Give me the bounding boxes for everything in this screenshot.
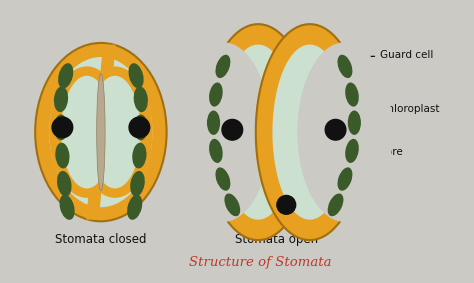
Ellipse shape bbox=[345, 139, 359, 163]
Circle shape bbox=[222, 119, 243, 140]
Polygon shape bbox=[87, 45, 115, 219]
Ellipse shape bbox=[58, 63, 73, 88]
Ellipse shape bbox=[209, 139, 223, 163]
Polygon shape bbox=[298, 43, 392, 221]
Polygon shape bbox=[273, 45, 346, 219]
Ellipse shape bbox=[54, 115, 68, 140]
Ellipse shape bbox=[127, 195, 142, 220]
Ellipse shape bbox=[209, 82, 223, 107]
Ellipse shape bbox=[89, 76, 141, 188]
Ellipse shape bbox=[328, 194, 344, 216]
Text: Pore: Pore bbox=[295, 147, 403, 157]
Ellipse shape bbox=[55, 143, 70, 168]
Polygon shape bbox=[176, 43, 270, 221]
Ellipse shape bbox=[54, 86, 68, 112]
Circle shape bbox=[277, 196, 296, 214]
Text: Structure of Stomata: Structure of Stomata bbox=[189, 256, 332, 269]
Ellipse shape bbox=[216, 167, 230, 191]
Ellipse shape bbox=[61, 76, 113, 188]
Ellipse shape bbox=[77, 67, 153, 198]
Ellipse shape bbox=[345, 82, 359, 107]
Ellipse shape bbox=[97, 74, 105, 191]
Ellipse shape bbox=[60, 195, 75, 220]
Ellipse shape bbox=[132, 143, 146, 168]
Circle shape bbox=[52, 117, 73, 138]
Polygon shape bbox=[256, 24, 364, 240]
Ellipse shape bbox=[35, 43, 166, 221]
Circle shape bbox=[129, 117, 150, 138]
Ellipse shape bbox=[337, 55, 352, 78]
Ellipse shape bbox=[216, 55, 230, 78]
Ellipse shape bbox=[49, 57, 153, 207]
Ellipse shape bbox=[57, 171, 72, 196]
Ellipse shape bbox=[134, 86, 148, 112]
Circle shape bbox=[325, 119, 346, 140]
Ellipse shape bbox=[348, 111, 361, 135]
Ellipse shape bbox=[207, 111, 220, 135]
Ellipse shape bbox=[130, 171, 145, 196]
Text: Stomata open: Stomata open bbox=[235, 233, 319, 246]
Text: Chloroplast: Chloroplast bbox=[335, 104, 440, 114]
Ellipse shape bbox=[128, 63, 144, 88]
Ellipse shape bbox=[337, 167, 352, 191]
Text: Stomata closed: Stomata closed bbox=[55, 233, 146, 246]
Polygon shape bbox=[204, 24, 312, 240]
Polygon shape bbox=[221, 45, 295, 219]
Ellipse shape bbox=[134, 115, 148, 140]
Ellipse shape bbox=[224, 194, 240, 216]
Text: Guard cell: Guard cell bbox=[317, 50, 434, 61]
Ellipse shape bbox=[49, 67, 124, 198]
